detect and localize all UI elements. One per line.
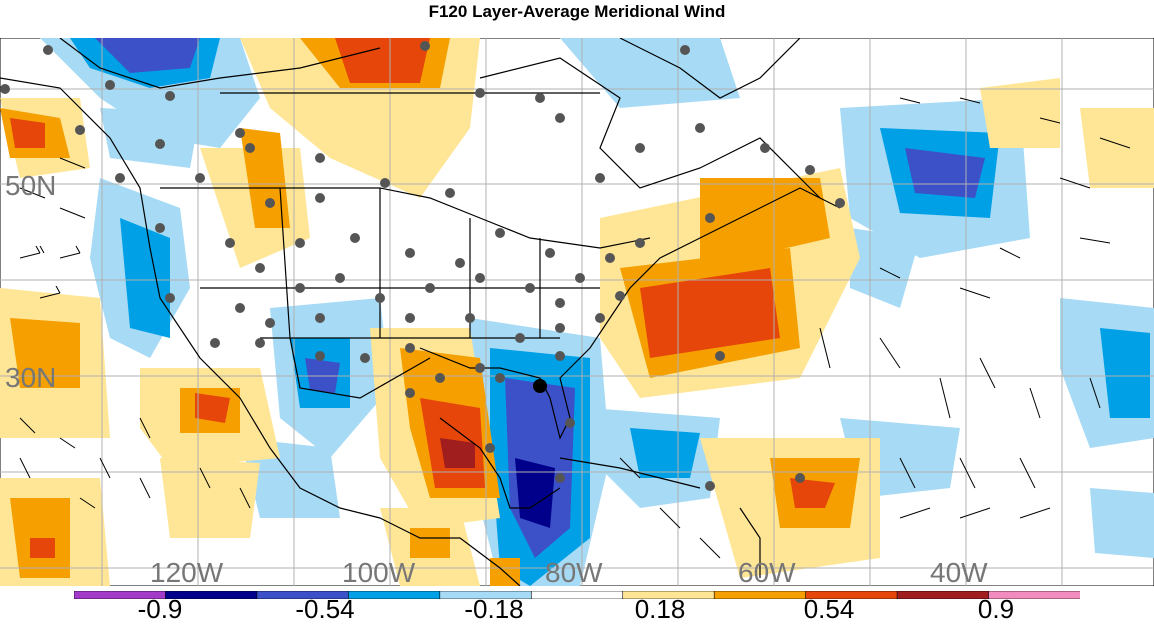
colorbar-tick-label: -0.9 xyxy=(137,594,183,624)
colorbar-tick-label: -0.18 xyxy=(464,594,524,624)
wind-barbs xyxy=(19,97,1131,559)
lon-label-100w: 100W xyxy=(342,557,416,586)
lat-label-50n: 50N xyxy=(5,170,56,201)
colorbar-tick-label: 0.18 xyxy=(634,594,686,624)
colorbar-tick-label: 0.54 xyxy=(803,594,855,624)
highlighted-station-dot xyxy=(533,379,547,393)
station-dots xyxy=(0,41,845,491)
colorbar-segment xyxy=(348,591,441,599)
lon-label-120w: 120W xyxy=(150,557,224,586)
meridional-wind-map: 50N 30N 120W 100W 80W 60W 40W xyxy=(0,38,1154,586)
wind-contours xyxy=(0,38,1154,586)
colorbar-segment xyxy=(988,591,1080,599)
colorbar xyxy=(74,591,1080,599)
colorbar-tick-label: -0.54 xyxy=(295,594,355,624)
map-title: F120 Layer-Average Meridional Wind xyxy=(428,2,726,21)
lon-label-40w: 40W xyxy=(930,557,988,586)
lon-label-60w: 60W xyxy=(738,557,796,586)
colorbar-tick-label: 0.9 xyxy=(977,594,1015,624)
colorbar-segment xyxy=(530,591,624,599)
lat-label-30n: 30N xyxy=(5,362,56,393)
lon-label-80w: 80W xyxy=(545,557,603,586)
colorbar-segment xyxy=(896,591,990,599)
colorbar-segment xyxy=(713,591,807,599)
